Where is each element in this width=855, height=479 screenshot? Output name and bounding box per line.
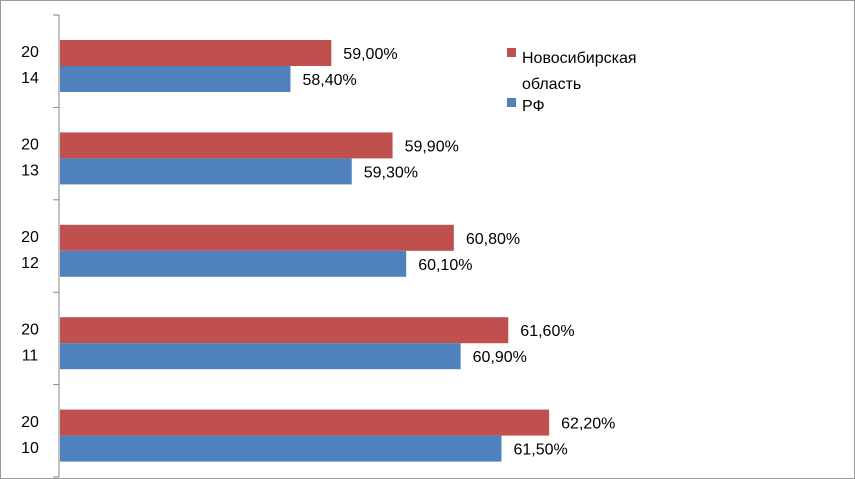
bar-rf — [60, 250, 407, 277]
data-label: 61,60% — [520, 323, 574, 340]
bar-rf — [60, 435, 502, 462]
data-label: 62,20% — [561, 416, 615, 433]
category-tick-label: 20 13 — [21, 137, 39, 180]
category-tick-label-line: 20 — [21, 414, 39, 431]
labels-layer: 59,00% 58,40% 59,90% 59,30% 60,80% 60,10% 61,6… — [302, 46, 615, 459]
category-tick-label-line: 20 — [21, 44, 39, 61]
bars-layer — [60, 40, 550, 462]
legend-label-line: РФ — [522, 98, 545, 115]
bar-rf — [60, 343, 461, 370]
data-label: 59,30% — [364, 164, 418, 181]
bar-rf — [60, 158, 352, 185]
category-tick-label-line: 10 — [21, 440, 39, 457]
bar-nso — [60, 40, 332, 66]
data-label: 59,90% — [405, 138, 459, 155]
bar-nso — [60, 224, 454, 251]
data-label: 60,80% — [466, 231, 520, 248]
legend-label-line: область — [522, 76, 581, 93]
legend-label: Новосибирская область — [522, 50, 637, 93]
bar-nso — [60, 409, 550, 436]
bar-rf — [60, 66, 291, 92]
data-label: 61,50% — [514, 442, 568, 459]
legend-entry: РФ — [507, 98, 545, 115]
category-tick-label-line: 14 — [21, 70, 39, 87]
bar-nso — [60, 317, 509, 344]
data-label: 60,10% — [418, 257, 472, 274]
category-tick-label-line: 20 — [21, 137, 39, 154]
category-tick-label-line: 11 — [22, 347, 39, 364]
category-tick-label-line: 20 — [21, 229, 39, 246]
data-label: 58,40% — [302, 72, 356, 89]
data-label: 59,00% — [343, 46, 397, 63]
legend-label: РФ — [522, 98, 545, 115]
bar-nso — [60, 132, 393, 159]
data-label: 60,90% — [473, 349, 527, 366]
category-tick-label-line: 12 — [21, 255, 39, 272]
legend-entry: Новосибирская область — [507, 48, 637, 93]
legend-swatch — [507, 48, 516, 57]
category-tick-label: 20 11 — [21, 321, 39, 364]
category-tick-label-line: 13 — [21, 163, 39, 180]
legend-swatch — [507, 98, 516, 107]
category-tick-label: 20 12 — [21, 229, 39, 272]
category-tick-label: 20 14 — [21, 44, 39, 87]
category-tick-label-line: 20 — [21, 321, 39, 338]
legend: Новосибирская область РФ — [507, 48, 637, 115]
legend-label-line: Новосибирская — [522, 50, 637, 67]
category-tick-label: 20 10 — [21, 414, 39, 457]
